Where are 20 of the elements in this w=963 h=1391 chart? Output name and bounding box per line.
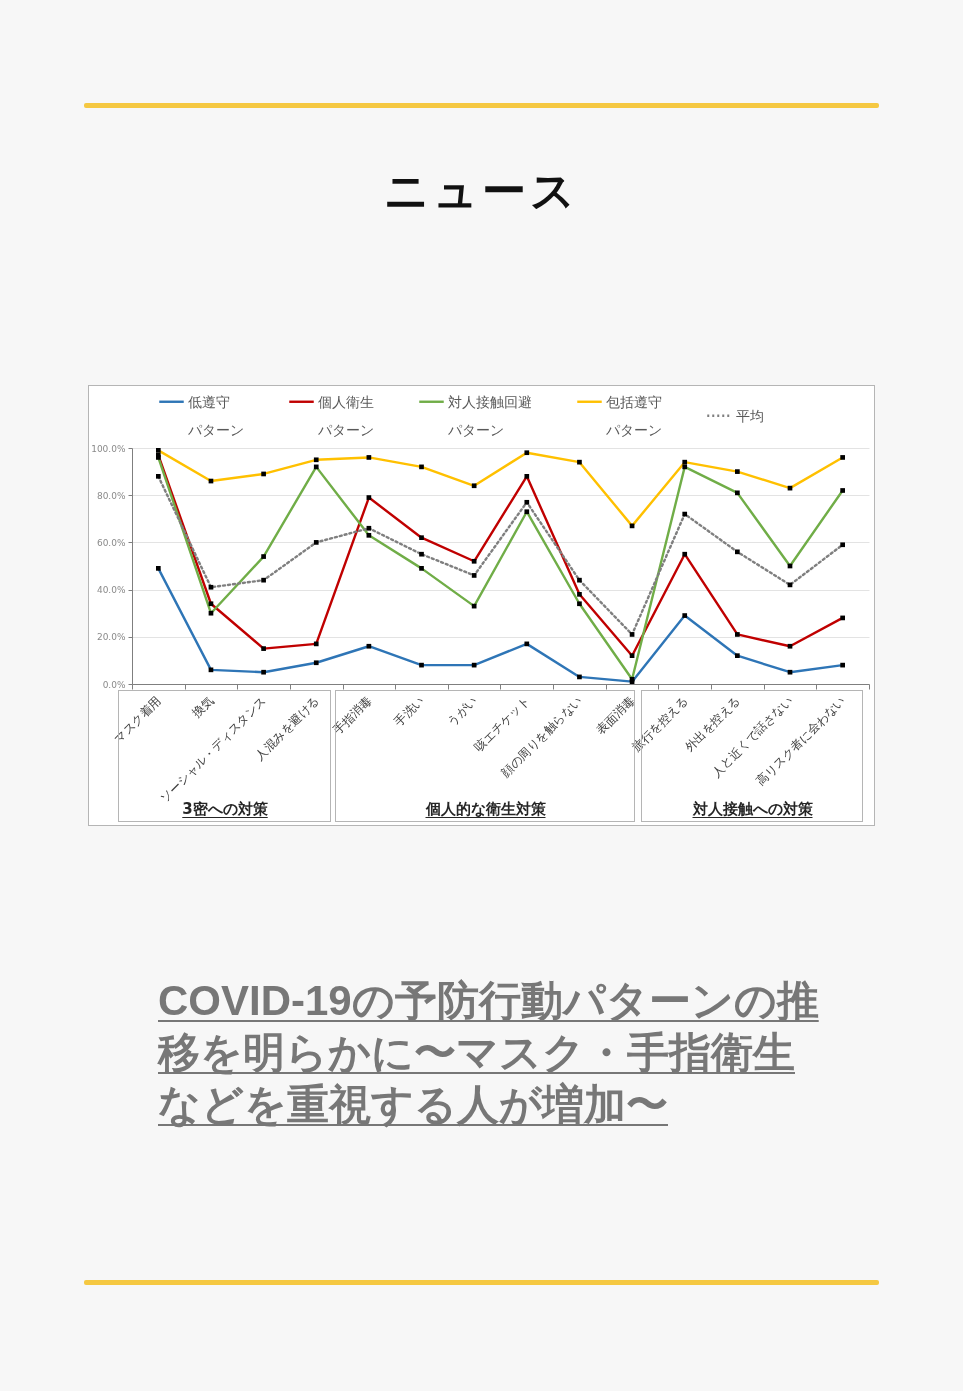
legend-label: 包括遵守パターン — [605, 393, 662, 438]
y-tick-label: 100.0% — [91, 443, 126, 454]
text: COVID-19の予防行動パターンの推移を明らかに〜マスク・手指衛生などを重視する人が増加〜 — [158, 976, 820, 1130]
legend-label: 個人衛生パターン — [317, 393, 374, 438]
x-tick-label: 表面消毒 — [593, 693, 638, 738]
chart-title: ニュース — [383, 164, 580, 218]
y-tick-label: 60.0% — [96, 537, 126, 548]
y-tick-label: 0.0% — [102, 679, 126, 690]
text: 3密への対策 — [181, 799, 269, 819]
text: 個人的な衛生対策 — [424, 799, 547, 819]
legend-label: 低遵守パターン — [187, 393, 244, 438]
y-tick-label: 40.0% — [96, 585, 126, 596]
x-tick-label: うがい — [444, 693, 480, 729]
x-tick-label: 手洗い — [391, 693, 427, 729]
x-tick-label: 換気 — [189, 693, 217, 721]
legend-label: 平均 — [736, 407, 764, 424]
y-tick-label: 80.0% — [96, 490, 126, 501]
text: 対人接触への対策 — [691, 799, 814, 819]
legend-label: 対人接触回避パターン — [447, 393, 532, 438]
y-tick-label: 20.0% — [96, 632, 126, 643]
